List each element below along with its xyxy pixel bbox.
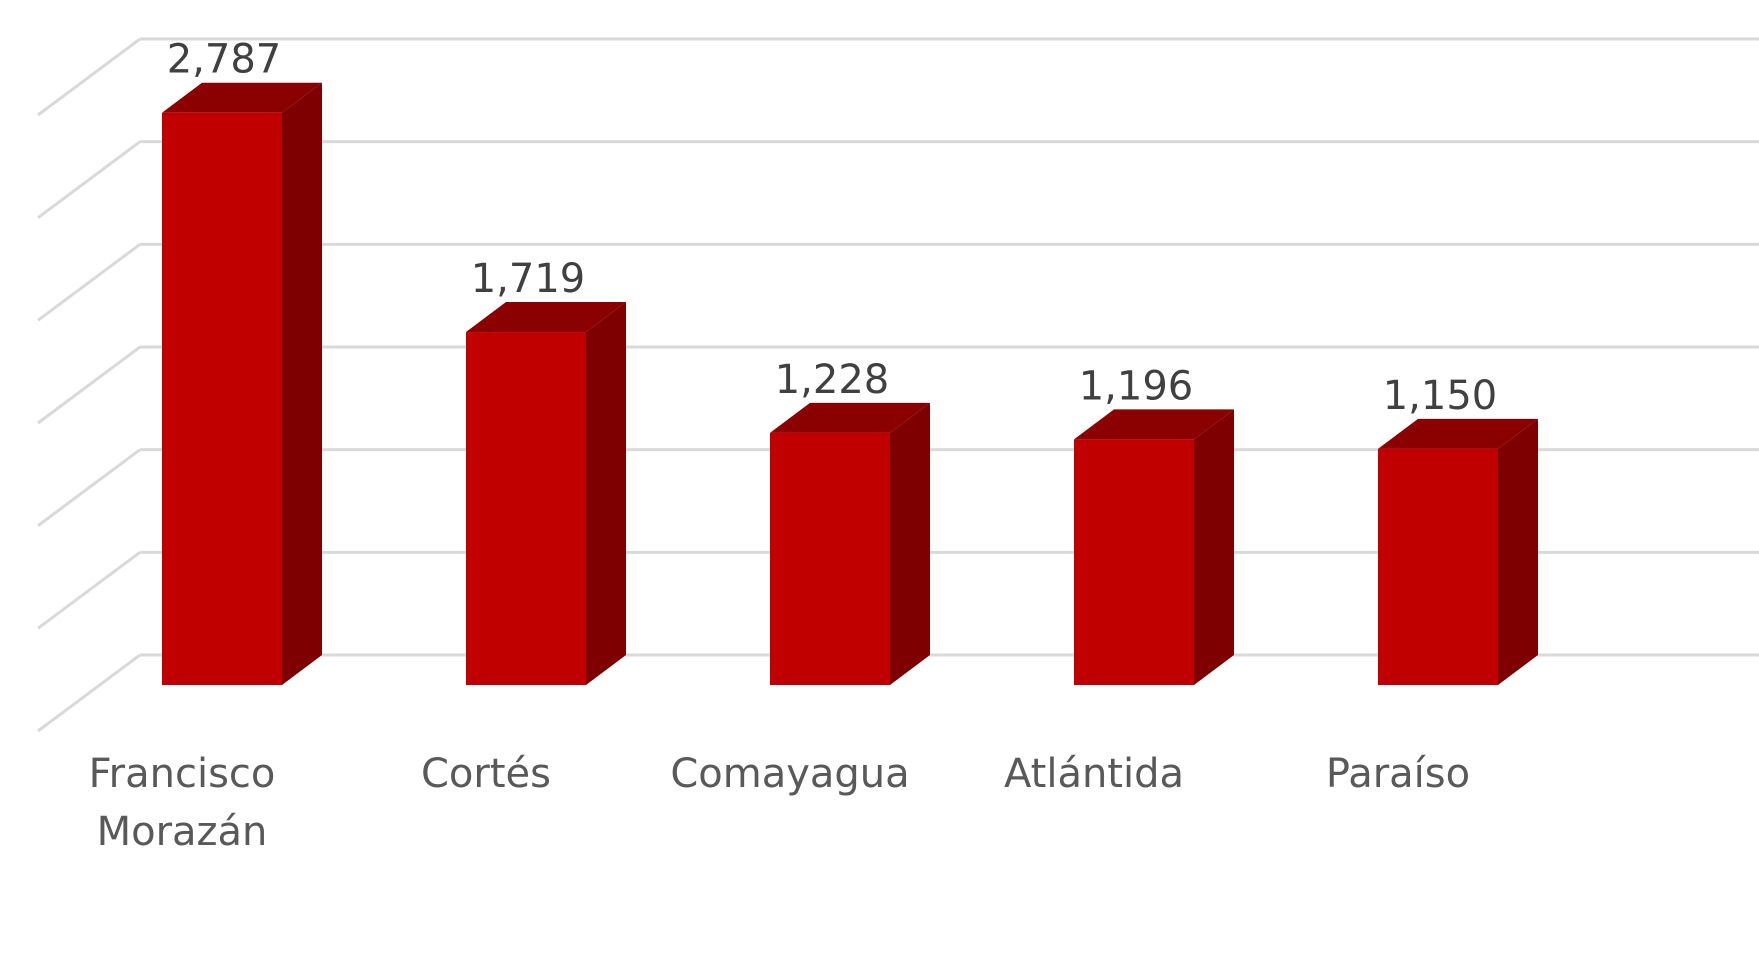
value-label: 1,150 xyxy=(1383,373,1498,419)
bar xyxy=(1378,448,1498,685)
x-tick-label: Paraíso xyxy=(1325,751,1471,797)
bar-side xyxy=(1194,409,1234,685)
bar xyxy=(770,432,890,685)
value-label: 2,787 xyxy=(167,37,282,83)
x-tick-label: Comayagua xyxy=(670,751,910,797)
bar-top xyxy=(1378,418,1538,449)
bar-top xyxy=(162,82,322,113)
grid-line xyxy=(37,140,141,219)
grid-line xyxy=(37,37,141,117)
bar-side xyxy=(282,82,322,685)
x-tick-label: Francisco Morazán xyxy=(88,751,276,855)
value-label: 1,196 xyxy=(1079,363,1194,409)
bar-top xyxy=(466,302,626,333)
grid-line xyxy=(37,243,141,322)
x-tick-label: Cortés xyxy=(421,751,551,797)
bar-side xyxy=(890,402,930,685)
bar xyxy=(466,332,586,685)
bar-side xyxy=(586,302,626,685)
value-label: 1,719 xyxy=(471,256,586,302)
grid-line xyxy=(37,448,141,527)
grid-line xyxy=(37,653,141,733)
bar-side xyxy=(1498,418,1538,685)
grid-line xyxy=(37,345,141,425)
value-label: 1,228 xyxy=(775,357,890,403)
grid-line xyxy=(37,551,141,630)
bar xyxy=(162,112,282,685)
x-tick-label: Atlántida xyxy=(1003,751,1185,797)
bar-top xyxy=(1074,409,1234,440)
bar xyxy=(1074,439,1194,685)
bar-top xyxy=(770,402,930,433)
